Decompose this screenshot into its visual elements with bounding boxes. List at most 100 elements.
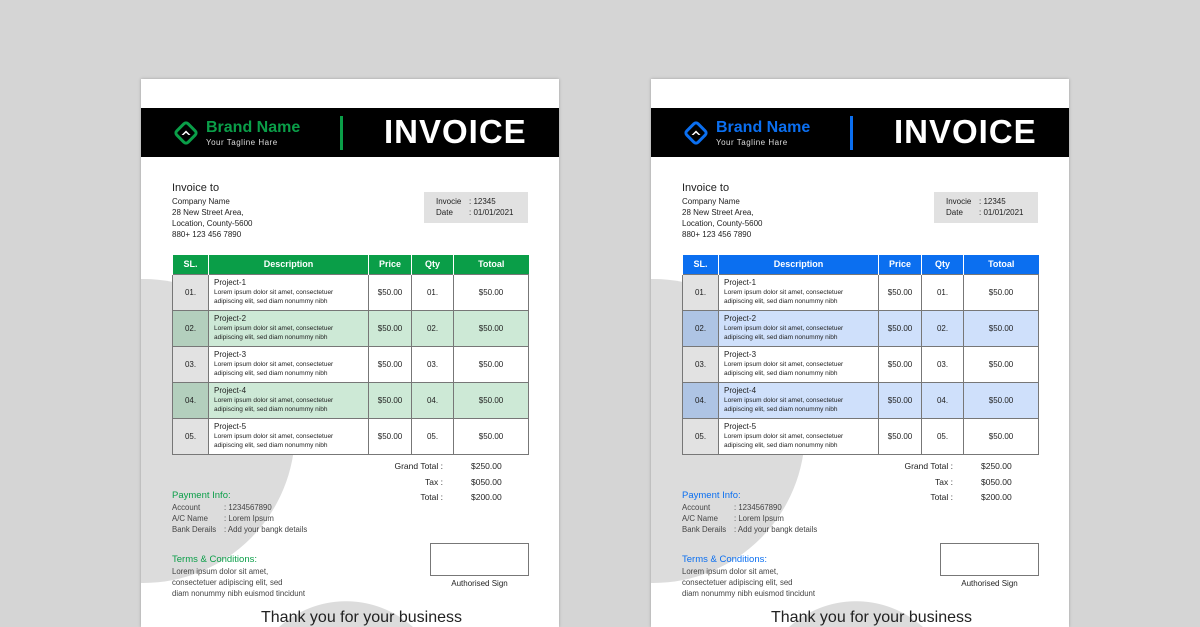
invoice-meta: Invocie: 12345 Date: 01/01/2021 <box>424 192 528 223</box>
total-row: Tax : $050.00 <box>881 475 1012 491</box>
terms: Terms & Conditions: Lorem ipsum dolor si… <box>172 554 305 599</box>
terms-heading: Terms & Conditions: <box>172 554 258 565</box>
invoice-page: Brand Name Your Tagline Hare INVOICE Inv… <box>651 79 1069 627</box>
total-cell: $50.00 <box>453 273 529 311</box>
payment-label: Bank Derails <box>172 525 217 534</box>
thanks-text: Thank you for your business <box>261 609 462 626</box>
table-row: 02. Project-2 Lorem ipsum dolor sit amet,… <box>172 309 529 347</box>
payment-value: : Lorem Ipsum <box>734 514 784 523</box>
qty-cell: 05. <box>411 417 454 455</box>
invoice-to: Invoice to Company Name 28 New Street Are… <box>172 182 253 240</box>
total-row: Total : $200.00 <box>881 490 1012 506</box>
total-label: Grand Total : <box>394 461 443 471</box>
item-title: Project-1 <box>214 278 247 287</box>
qty-cell: 02. <box>411 309 454 347</box>
invoice-to-heading: Invoice to <box>682 182 730 194</box>
column-header: Price <box>368 255 412 274</box>
thanks-text: Thank you for your business <box>771 609 972 626</box>
address-line: Company Name <box>172 197 230 206</box>
total-value: $250.00 <box>981 461 1012 471</box>
invoice-meta: Invocie: 12345 Date: 01/01/2021 <box>934 192 1038 223</box>
item-title: Project-3 <box>214 350 247 359</box>
total-cell: $50.00 <box>963 381 1039 419</box>
price-cell: $50.00 <box>878 273 922 311</box>
description-cell: Project-1 Lorem ipsum dolor sit amet, con… <box>718 273 879 311</box>
terms-line: diam nonummy nibh euismod tincidunt <box>682 589 816 598</box>
item-desc: adipiscing elit, sed diam nonummy nibh <box>214 442 328 449</box>
payment-heading: Payment Info: <box>172 490 231 501</box>
address-line: 880+ 123 456 7890 <box>172 230 242 239</box>
table-row: 04. Project-4 Lorem ipsum dolor sit amet,… <box>682 381 1039 419</box>
payment-value: : Add your bangk details <box>224 525 308 534</box>
qty-cell: 01. <box>411 273 454 311</box>
total-label: Tax : <box>935 476 953 487</box>
description-cell: Project-3 Lorem ipsum dolor sit amet, con… <box>718 345 879 383</box>
sl-cell: 03. <box>682 345 719 383</box>
payment-row: Bank Derails: Add your bangk details <box>682 524 817 535</box>
invoice-title: INVOICE <box>894 113 1037 150</box>
sl-cell: 02. <box>172 309 209 347</box>
column-header: Totoal <box>963 255 1039 274</box>
sl-cell: 02. <box>682 309 719 347</box>
item-title: Project-5 <box>724 422 757 431</box>
sl-cell: 04. <box>682 381 719 419</box>
payment-label: A/C Name <box>172 514 208 523</box>
signature-label: Authorised Sign <box>451 579 508 588</box>
description-cell: Project-2 Lorem ipsum dolor sit amet, con… <box>718 309 879 347</box>
price-cell: $50.00 <box>878 345 922 383</box>
date-label: Date <box>946 208 963 217</box>
column-header: Totoal <box>453 255 529 274</box>
payment-info: Payment Info: Account: 1234567890 A/C Nam… <box>172 490 307 535</box>
item-desc: Lorem ipsum dolor sit amet, consectetuer <box>214 433 334 440</box>
total-cell: $50.00 <box>963 309 1039 347</box>
invoice-to-heading: Invoice to <box>172 182 220 194</box>
invoice-number-label: Invocie <box>946 197 972 206</box>
payment-row: Account: 1234567890 <box>172 502 307 513</box>
sl-cell: 01. <box>682 273 719 311</box>
address-line: Location, County-5600 <box>172 219 253 228</box>
price-cell: $50.00 <box>368 345 412 383</box>
address-line: Location, County-5600 <box>682 219 763 228</box>
description-cell: Project-3 Lorem ipsum dolor sit amet, con… <box>208 345 369 383</box>
payment-value: : 1234567890 <box>734 503 782 512</box>
item-title: Project-2 <box>214 314 247 323</box>
price-cell: $50.00 <box>878 417 922 455</box>
invoice-number: : 12345 <box>469 197 496 206</box>
item-title: Project-2 <box>724 314 757 323</box>
qty-cell: 03. <box>411 345 454 383</box>
address-line: 28 New Street Area, <box>682 208 754 217</box>
address-line: Company Name <box>682 197 740 206</box>
item-desc: adipiscing elit, sed diam nonummy nibh <box>214 298 328 305</box>
totals: Grand Total : $250.00 Tax : $050.00 Total : $… <box>371 459 502 506</box>
total-cell: $50.00 <box>963 273 1039 311</box>
total-label: Total : <box>930 492 953 502</box>
invoice-date: : 01/01/2021 <box>469 208 514 217</box>
payment-value: : Lorem Ipsum <box>224 514 274 523</box>
payment-row: Bank Derails : Add your bangk details <box>172 524 307 535</box>
invoice-date: : 01/01/2021 <box>979 208 1024 217</box>
item-title: Project-4 <box>724 386 757 395</box>
price-cell: $50.00 <box>878 309 922 347</box>
total-row: Tax : $050.00 <box>371 475 502 491</box>
total-cell: $50.00 <box>453 345 529 383</box>
item-title: Project-1 <box>724 278 757 287</box>
terms-line: Lorem ipsum dolor sit amet, <box>172 567 269 576</box>
terms-heading: Terms & Conditions: <box>682 554 768 565</box>
diamond-chevron-icon <box>684 121 708 145</box>
item-desc: Lorem ipsum dolor sit amet, consectetuer <box>214 361 334 368</box>
sl-cell: 03. <box>172 345 209 383</box>
description-cell: Project-5 Lorem ipsum dolor sit amet, con… <box>718 417 879 455</box>
price-cell: $50.00 <box>368 309 412 347</box>
item-desc: adipiscing elit, sed diam nonummy nibh <box>214 334 328 341</box>
payment-label: Account <box>172 503 201 512</box>
item-desc: Lorem ipsum dolor sit amet, consectetuer <box>724 433 844 440</box>
table-row: 01. Project-1 Lorem ipsum dolor sit amet,… <box>172 273 529 311</box>
column-header: SL. <box>682 255 719 274</box>
brand-name: Brand Name <box>716 119 811 136</box>
qty-cell: 02. <box>921 309 964 347</box>
total-cell: $50.00 <box>453 381 529 419</box>
total-value: $200.00 <box>981 492 1012 502</box>
item-title: Project-5 <box>214 422 247 431</box>
qty-cell: 03. <box>921 345 964 383</box>
table-row: 03. Project-3 Lorem ipsum dolor sit amet,… <box>172 345 529 383</box>
